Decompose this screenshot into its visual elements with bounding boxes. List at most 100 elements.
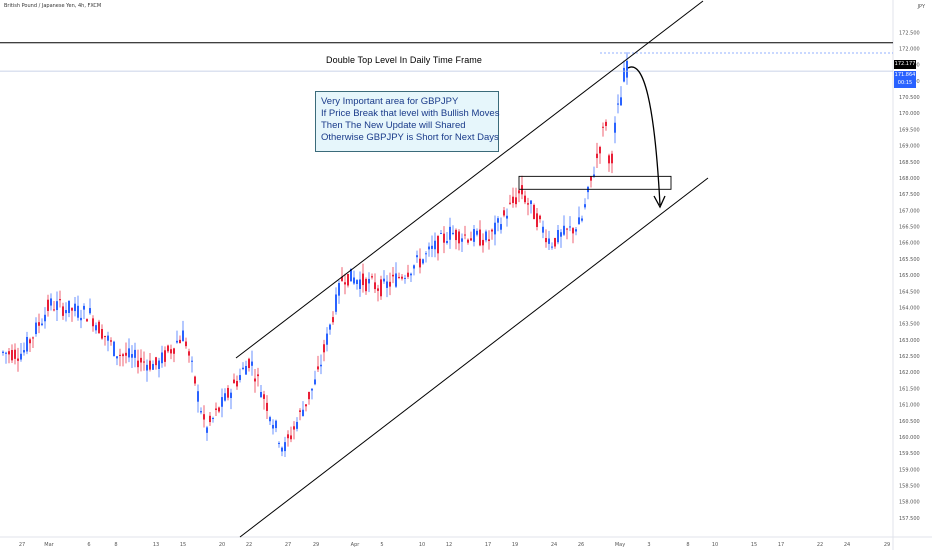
candle-body	[146, 364, 148, 371]
candle-body	[212, 417, 214, 419]
candle-body	[113, 341, 115, 357]
candle-body	[554, 238, 556, 247]
y-tick-label: 169.500	[899, 127, 920, 133]
candle-body	[278, 442, 280, 445]
x-tick-label: 22	[817, 542, 823, 548]
y-tick-label: 160.000	[899, 435, 920, 441]
candle-body	[458, 231, 460, 244]
y-tick-label: 160.500	[899, 419, 920, 425]
candle-body	[134, 349, 136, 358]
candle-body	[11, 349, 13, 361]
candle-body	[572, 228, 574, 234]
candle-body	[434, 240, 436, 250]
note-line: Then The New Update will Shared	[321, 120, 466, 131]
candle-body	[149, 360, 151, 370]
candle-body	[260, 391, 262, 398]
candle-body	[164, 350, 166, 362]
candle-body	[248, 358, 250, 369]
x-tick-label: 15	[751, 542, 757, 548]
candle-body	[440, 233, 442, 235]
candle-body	[563, 225, 565, 235]
candle-body	[290, 435, 292, 440]
candle-body	[575, 229, 577, 232]
x-tick-label: 17	[778, 542, 784, 548]
candle-body	[407, 272, 409, 277]
x-tick-label: 27	[19, 542, 25, 548]
candle-body	[344, 282, 346, 285]
candle-body	[296, 421, 298, 429]
candle-body	[5, 352, 7, 354]
candle-body	[203, 414, 205, 420]
candle-body	[308, 391, 310, 400]
candle-body	[467, 239, 469, 243]
candle-body	[125, 352, 127, 356]
candle-body	[152, 363, 154, 370]
candle-body	[167, 345, 169, 352]
note-line: Very Important area for GBPJPY	[321, 96, 459, 107]
candle-body	[560, 232, 562, 237]
candle-body	[44, 314, 46, 322]
candle-body	[497, 218, 499, 223]
candle-body	[242, 367, 244, 370]
candle-body	[161, 352, 163, 364]
candle-body	[275, 420, 277, 429]
candle-body	[488, 239, 490, 242]
candle-body	[287, 434, 289, 439]
y-tick-label: 161.000	[899, 403, 920, 409]
candle-body	[464, 234, 466, 236]
candle-body	[527, 203, 529, 205]
y-tick-label: 167.500	[899, 192, 920, 198]
x-tick-label: 19	[512, 542, 518, 548]
candle-body	[74, 303, 76, 312]
candle-body	[320, 364, 322, 367]
candle-body	[230, 392, 232, 399]
candle-body	[302, 409, 304, 416]
candle-body	[269, 417, 271, 422]
candle-body	[611, 153, 613, 164]
candle-body	[491, 229, 493, 232]
candle-body	[323, 344, 325, 353]
candle-body	[443, 233, 445, 243]
candle-body	[557, 229, 559, 243]
candle-body	[68, 300, 70, 313]
y-tick-label: 165.000	[899, 273, 920, 279]
candle-body	[623, 67, 625, 82]
candle-body	[233, 379, 235, 384]
candle-body	[254, 378, 256, 382]
candle-body	[338, 283, 340, 296]
candle-body	[401, 276, 403, 279]
candle-body	[32, 337, 34, 339]
candle-body	[473, 229, 475, 242]
candle-body	[617, 103, 619, 105]
candle-body	[329, 324, 331, 330]
candle-body	[176, 340, 178, 343]
x-tick-label: 10	[712, 542, 718, 548]
candle-body	[50, 298, 52, 306]
candle-body	[77, 305, 79, 318]
candle-body	[422, 259, 424, 264]
candle-body	[365, 278, 367, 292]
candle-body	[479, 229, 481, 246]
x-tick-label: 17	[485, 542, 491, 548]
candle-body	[185, 341, 187, 347]
x-tick-label: 24	[551, 542, 557, 548]
candle-body	[236, 380, 238, 387]
x-tick-label: 5	[380, 542, 383, 548]
candle-body	[86, 319, 88, 322]
candle-body	[332, 317, 334, 323]
candle-body	[410, 273, 412, 276]
candle-body	[26, 336, 28, 352]
x-tick-label: Mar	[44, 542, 54, 548]
candle-body	[446, 241, 448, 244]
candle-body	[119, 354, 121, 356]
candle-body	[356, 280, 358, 285]
upper-channel-line	[235, 0, 704, 359]
candle-body	[23, 350, 25, 353]
candle-body	[158, 360, 160, 369]
candle-body	[347, 273, 349, 286]
candle-body	[605, 121, 607, 126]
candle-body	[311, 388, 313, 391]
candle-body	[65, 310, 67, 314]
y-tick-label: 162.000	[899, 370, 920, 376]
